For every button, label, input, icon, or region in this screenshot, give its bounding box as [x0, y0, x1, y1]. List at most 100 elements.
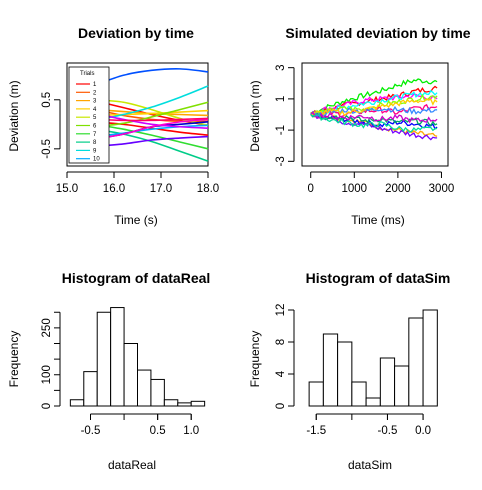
- histogram-bar: [322, 333, 339, 407]
- histogram-bar: [394, 365, 410, 407]
- y-tick-label: -0.5: [41, 139, 53, 159]
- y-tick-label: 100: [41, 365, 53, 384]
- plot-frame: [66, 62, 209, 167]
- series-line: [95, 112, 209, 130]
- y-axis-label: Frequency: [7, 331, 21, 388]
- x-tick-label: 0: [308, 183, 314, 195]
- bar-layer: [69, 307, 206, 407]
- series-line: [95, 124, 209, 138]
- series-line: [310, 110, 438, 124]
- x-axis-label: Time (s): [114, 213, 158, 227]
- legend-label: 7: [93, 132, 97, 138]
- x-tick-label: -1.5: [306, 425, 326, 437]
- x-tick-label: 16.0: [103, 183, 125, 195]
- y-tick-label: -1: [275, 125, 287, 135]
- histogram-bar: [96, 311, 112, 407]
- legend-label: 5: [93, 115, 97, 121]
- histogram-bar: [337, 341, 353, 407]
- tick-layer: 15.0 16.0 17.0 18.0 -0.5 0.5: [41, 92, 219, 195]
- histogram-bar: [408, 317, 424, 407]
- series-line: [95, 117, 209, 122]
- chart-title: Histogram of dataReal: [62, 270, 211, 286]
- y-axis-label: Deviation (m): [248, 80, 262, 151]
- y-tick-label: 0: [41, 403, 53, 409]
- chart-title: Deviation by time: [78, 25, 194, 41]
- legend-label: 8: [93, 140, 97, 146]
- histogram-bar: [422, 309, 438, 407]
- tick-layer: -0.5 0.5 1.0 0 100 250: [41, 311, 199, 437]
- series-layer: [94, 68, 209, 162]
- histogram-bar: [163, 399, 179, 407]
- legend-label: 1: [93, 82, 97, 88]
- chart-title: Simulated deviation by time: [285, 25, 470, 41]
- y-tick-label: 3: [275, 64, 287, 70]
- panel-deviation-by-time: Deviation by time Time (s) Deviation (m)…: [7, 25, 219, 227]
- x-axis-label: dataSim: [348, 458, 392, 472]
- series-line: [310, 97, 438, 117]
- legend-box: [68, 66, 110, 164]
- histogram-bar: [110, 307, 125, 407]
- x-axis-label: Time (ms): [351, 213, 405, 227]
- y-tick-label: 1: [275, 96, 287, 102]
- x-axis-label: dataReal: [108, 458, 156, 472]
- series-line: [95, 85, 209, 122]
- x-tick-label: -0.5: [81, 425, 101, 437]
- series-line: [310, 89, 438, 116]
- tick-layer: -1.5 -0.5 0.0 0 4 8 12: [275, 304, 431, 437]
- series-layer: [310, 78, 438, 141]
- y-tick-label: 250: [41, 318, 53, 337]
- x-tick-label: 1000: [342, 183, 368, 195]
- y-axis-label: Deviation (m): [7, 80, 21, 151]
- series-line: [95, 135, 209, 148]
- y-tick-label: 0.5: [41, 92, 53, 108]
- histogram-bar: [379, 357, 396, 407]
- x-tick-label: -0.5: [378, 425, 398, 437]
- x-tick-label: 1.0: [183, 425, 199, 437]
- legend-title: Trials: [80, 71, 94, 77]
- x-tick-label: 0.0: [415, 425, 431, 437]
- x-tick-label: 15.0: [56, 183, 78, 195]
- panel-simulated-deviation: Simulated deviation by time Time (ms) De…: [248, 25, 471, 227]
- y-tick-label: 12: [275, 304, 287, 317]
- bar-layer: [308, 309, 438, 407]
- histogram-bar: [137, 369, 152, 407]
- x-tick-label: 3000: [429, 183, 455, 195]
- histogram-bar: [351, 381, 367, 407]
- chart-title: Histogram of dataSim: [306, 270, 451, 286]
- y-tick-label: 4: [275, 370, 287, 377]
- series-line: [95, 128, 209, 162]
- histogram-bar: [365, 397, 381, 407]
- panel-histogram-datasim: Histogram of dataSim dataSim Frequency -…: [248, 270, 450, 472]
- series-line: [95, 101, 209, 128]
- histogram-bar: [308, 381, 324, 407]
- series-line: [95, 118, 209, 140]
- series-line: [95, 121, 209, 136]
- plot-frame: [301, 62, 449, 167]
- series-line: [310, 78, 438, 114]
- tick-layer: 0 1000 2000 3000 -3 -1 1 3: [275, 64, 454, 195]
- legend-entries: 1 2 3 4 5 6 7 8 9 10: [76, 82, 100, 163]
- legend: Trials 1 2 3 4 5 6 7 8 9 10: [68, 66, 110, 164]
- histogram-bar: [150, 378, 165, 407]
- series-line: [94, 68, 209, 86]
- histogram-bar: [83, 371, 98, 407]
- y-tick-label: 8: [275, 339, 287, 345]
- y-tick-label: -3: [275, 156, 287, 166]
- y-axis-label: Frequency: [248, 331, 262, 388]
- series-line: [310, 113, 438, 133]
- legend-label: 6: [93, 124, 97, 130]
- x-tick-label: 18.0: [197, 183, 219, 195]
- histogram-bar: [69, 399, 85, 407]
- legend-label: 9: [93, 148, 97, 154]
- histogram-bar: [123, 343, 138, 407]
- y-tick-label: 0: [275, 403, 287, 409]
- series-line: [310, 111, 438, 130]
- x-tick-label: 2000: [385, 183, 411, 195]
- histogram-bar: [190, 400, 206, 407]
- series-line: [310, 114, 438, 127]
- x-tick-label: 0.5: [150, 425, 166, 437]
- x-tick-label: 17.0: [150, 183, 172, 195]
- legend-label: 4: [93, 107, 97, 113]
- panel-histogram-datareal: Histogram of dataReal dataReal Frequency…: [7, 270, 210, 472]
